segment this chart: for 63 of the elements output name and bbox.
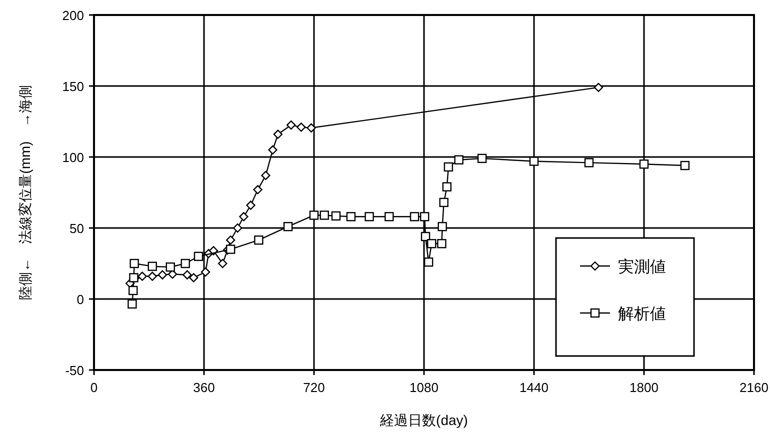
point (128, 299, 137, 309)
point (529, 156, 539, 166)
point (273, 130, 283, 139)
point (128, 286, 138, 296)
y-tick-label: 50 (70, 221, 84, 236)
point (442, 182, 452, 192)
point (384, 212, 394, 222)
point (286, 120, 296, 130)
x-tick-label: 1080 (410, 380, 438, 395)
x-axis-title: 経過日数(day) (379, 412, 468, 428)
point (180, 258, 190, 268)
point (268, 145, 278, 154)
point (477, 154, 487, 164)
point (438, 222, 447, 232)
point (226, 244, 236, 254)
point (420, 212, 430, 222)
point (254, 235, 264, 245)
x-tick-label: 1440 (520, 380, 548, 395)
point (148, 262, 157, 271)
point (130, 258, 139, 268)
x-tick-label: 1800 (630, 380, 658, 395)
point (233, 223, 242, 233)
point (218, 258, 228, 268)
point (454, 155, 464, 164)
point (158, 270, 168, 280)
legend-label: 実測値 (618, 258, 666, 276)
point (194, 252, 204, 261)
point (424, 257, 434, 267)
point (253, 185, 262, 194)
point (296, 122, 306, 132)
point (148, 272, 157, 281)
x-tick-label: 360 (193, 380, 215, 395)
point (239, 212, 248, 222)
point (331, 211, 341, 221)
point (364, 212, 374, 222)
point (420, 232, 430, 242)
point (437, 239, 446, 248)
point (584, 158, 594, 168)
y-tick-label: 200 (62, 8, 84, 23)
x-tick-label: 0 (90, 380, 98, 395)
point (283, 222, 293, 232)
x-tick-label: 2160 (740, 380, 768, 395)
point (444, 162, 454, 172)
y-tick-label: -50 (65, 363, 84, 378)
point (410, 212, 420, 222)
y-tick-label: 0 (76, 292, 84, 307)
legend-label: 解析値 (618, 306, 666, 323)
x-tick-label: 720 (303, 380, 325, 395)
y-axis-title: 陸側← 法線変位量(mm) →海側 (17, 85, 33, 300)
point (246, 200, 256, 210)
point (346, 212, 356, 222)
point (200, 267, 210, 277)
point (166, 262, 175, 272)
point (427, 239, 436, 248)
point (680, 160, 690, 170)
point (639, 160, 649, 169)
y-tick-label: 150 (62, 79, 84, 94)
point (320, 210, 329, 220)
point (594, 82, 604, 92)
y-tick-label: 100 (62, 150, 84, 165)
point (309, 210, 319, 220)
point (439, 198, 448, 208)
point (226, 235, 236, 245)
